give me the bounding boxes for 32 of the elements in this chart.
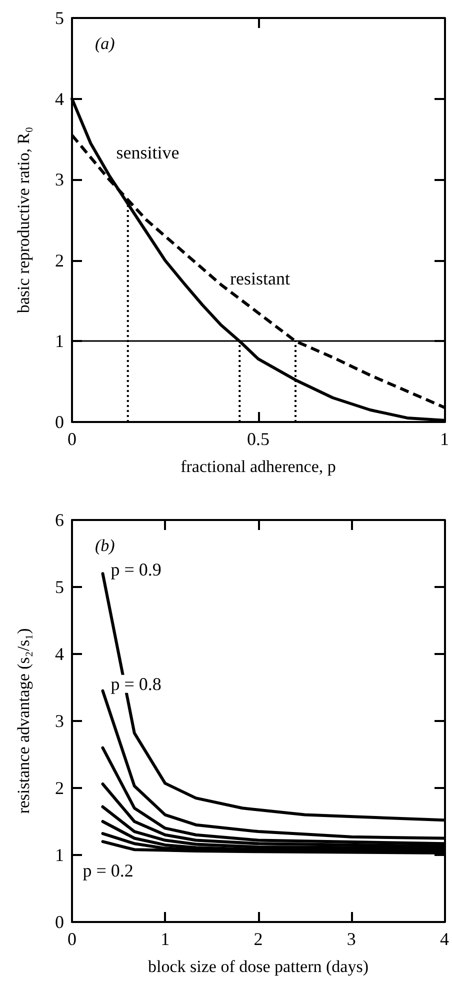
- y-tick-label: 1: [55, 845, 64, 865]
- series-label: sensitive: [116, 142, 180, 163]
- x-axis-title: block size of dose pattern (days): [148, 957, 368, 976]
- y-tick-label: 2: [55, 778, 64, 798]
- y-tick-label: 3: [55, 711, 64, 731]
- y-tick-label: 3: [55, 170, 64, 190]
- x-tick-label: 0: [68, 929, 76, 949]
- x-axis-title: fractional adherence, p: [180, 457, 336, 476]
- x-tick-label: 1: [440, 429, 449, 449]
- y-tick-label: 5: [55, 8, 64, 28]
- series-label: resistant: [230, 268, 290, 289]
- y-tick-label: 4: [55, 88, 64, 109]
- x-tick-label: 0: [68, 429, 76, 449]
- x-tick-label: 2: [254, 929, 263, 949]
- y-tick-label: 1: [55, 331, 64, 352]
- x-tick-label: 1: [160, 929, 170, 949]
- y-tick-label: 6: [55, 510, 64, 530]
- y-tick-label: 0: [55, 912, 64, 932]
- y-axis-title: basic reproductive ratio, R₀: [14, 126, 33, 314]
- y-axis-title: resistance advantage (s₂/s₁): [14, 628, 33, 814]
- x-tick-label: 3: [346, 929, 356, 949]
- x-tick-label: 0.5: [247, 429, 270, 449]
- series-label: p = 0.9: [110, 560, 162, 580]
- series-label: p = 0.8: [110, 674, 162, 694]
- x-tick-label: 4: [440, 929, 449, 949]
- y-tick-label: 2: [55, 250, 64, 270]
- y-tick-label: 5: [55, 577, 64, 597]
- y-tick-label: 4: [55, 644, 64, 664]
- series-label: p = 0.2: [82, 860, 134, 881]
- text: (a): [95, 34, 116, 53]
- y-tick-label: 0: [55, 412, 64, 432]
- text: (b): [95, 536, 116, 555]
